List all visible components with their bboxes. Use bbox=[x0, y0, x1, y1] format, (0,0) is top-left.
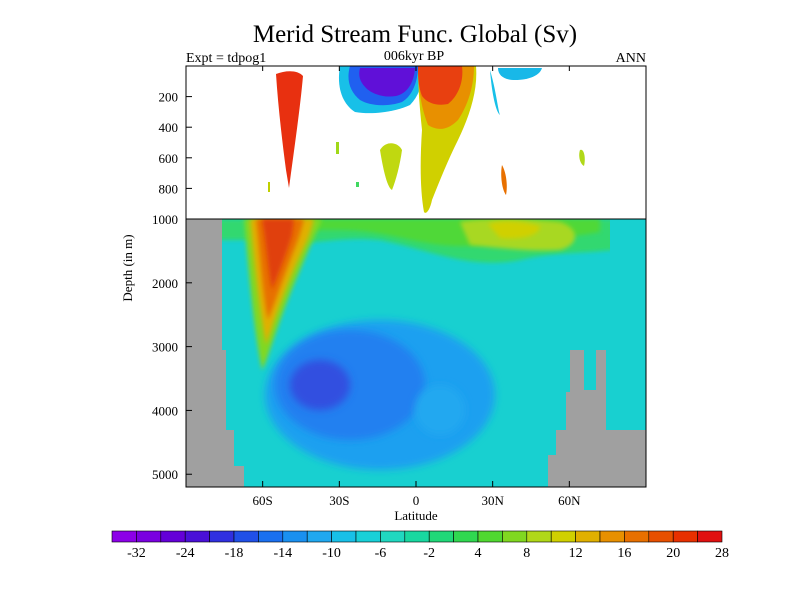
colorbar-label: -18 bbox=[225, 546, 244, 561]
x-tick-label: 60N bbox=[558, 493, 581, 508]
colorbar-swatch bbox=[648, 530, 674, 543]
colorbar-swatch bbox=[672, 530, 698, 543]
upper-y-tick-label: 400 bbox=[159, 120, 179, 135]
colorbar-swatch bbox=[282, 530, 308, 543]
upper-y-tick-label: 200 bbox=[159, 90, 179, 105]
upper-y-tick-label: 800 bbox=[159, 181, 179, 196]
colorbar-swatch bbox=[233, 530, 259, 543]
small-green-mark-2 bbox=[356, 182, 359, 187]
colorbar-swatch bbox=[550, 530, 576, 543]
colorbar-swatch bbox=[453, 530, 479, 543]
x-axis-label: Latitude bbox=[394, 508, 438, 523]
colorbar-label: 8 bbox=[523, 546, 530, 561]
colorbar-swatch bbox=[136, 530, 162, 543]
colorbar-swatch bbox=[111, 530, 137, 543]
upper-panel-field bbox=[186, 66, 646, 219]
south-tropical-green-blob bbox=[380, 143, 402, 190]
colorbar-swatch bbox=[624, 530, 650, 543]
arctic-land-mask bbox=[548, 350, 646, 487]
colorbar-swatch bbox=[160, 530, 186, 543]
colorbar-label: -2 bbox=[423, 546, 435, 561]
colorbar-swatch bbox=[502, 530, 528, 543]
nh-orange-blob bbox=[501, 165, 507, 195]
colorbar-swatch bbox=[599, 530, 625, 543]
colorbar-swatch bbox=[428, 530, 454, 543]
colorbar-swatch bbox=[697, 530, 723, 543]
colorbar-label: -24 bbox=[176, 546, 195, 561]
antarctic-land-mask bbox=[186, 219, 244, 487]
x-tick-label: 60S bbox=[253, 493, 273, 508]
deep-cell-secondary bbox=[415, 385, 465, 435]
period-label: 006kyr BP bbox=[384, 49, 445, 64]
colorbar-swatch bbox=[258, 530, 284, 543]
colorbar-label: -32 bbox=[127, 546, 146, 561]
colorbar-label: -14 bbox=[273, 546, 292, 561]
season-label: ANN bbox=[616, 51, 646, 66]
lower-y-tick-label: 5000 bbox=[152, 467, 178, 482]
nh-green-blob bbox=[579, 149, 585, 166]
x-tick-label: 30S bbox=[329, 493, 349, 508]
colorbar-swatch bbox=[306, 530, 332, 543]
colorbar-swatch bbox=[477, 530, 503, 543]
colorbar-label: 16 bbox=[617, 546, 631, 561]
experiment-label: Expt = tdpog1 bbox=[186, 51, 266, 66]
colorbar-swatch bbox=[331, 530, 357, 543]
upper-y-tick-label: 600 bbox=[159, 151, 179, 166]
colorbar-swatch bbox=[209, 530, 235, 543]
small-green-mark-1 bbox=[336, 142, 339, 154]
x-tick-label: 0 bbox=[413, 493, 420, 508]
upper-y-tick-label: 1000 bbox=[152, 212, 178, 227]
colorbar-swatch bbox=[355, 530, 381, 543]
nh-blue-filament bbox=[490, 70, 500, 115]
colorbar-swatch bbox=[526, 530, 552, 543]
lower-y-tick-label: 4000 bbox=[152, 403, 178, 418]
chart-title: Merid Stream Func. Global (Sv) bbox=[253, 21, 577, 48]
so-red-plume bbox=[276, 71, 303, 188]
north-basin-water bbox=[610, 219, 646, 430]
colorbar-label: -6 bbox=[375, 546, 387, 561]
lower-y-tick-label: 3000 bbox=[152, 340, 178, 355]
colorbar-label: -10 bbox=[322, 546, 341, 561]
colorbar: -32 -24 -18 -14 -10 -6 -2 4 8 12 16 20 28 bbox=[111, 530, 729, 561]
axes: 60S 30S 0 30N 60N 200 400 600 800 1000 2000 3000 400… bbox=[152, 66, 581, 508]
colorbar-swatch bbox=[380, 530, 406, 543]
nh-blue-cell bbox=[498, 68, 542, 80]
nh-yellow-core bbox=[488, 221, 540, 239]
so-tongue-core bbox=[262, 219, 294, 290]
colorbar-label: 20 bbox=[666, 546, 680, 561]
deacon-cell-core bbox=[359, 68, 415, 97]
y-axis-label: Depth (in m) bbox=[120, 234, 135, 301]
colorbar-label: 4 bbox=[475, 546, 482, 561]
colorbar-swatch bbox=[404, 530, 430, 543]
lower-y-tick-label: 2000 bbox=[152, 276, 178, 291]
colorbar-label: 12 bbox=[569, 546, 583, 561]
lower-panel-field bbox=[186, 219, 646, 487]
deep-cell-core bbox=[290, 360, 350, 410]
x-tick-label: 30N bbox=[481, 493, 504, 508]
colorbar-swatch bbox=[575, 530, 601, 543]
tropical-cell-core bbox=[418, 66, 463, 105]
colorbar-label: 28 bbox=[715, 546, 729, 561]
colorbar-swatch bbox=[184, 530, 210, 543]
small-yellow-mark bbox=[268, 182, 270, 192]
